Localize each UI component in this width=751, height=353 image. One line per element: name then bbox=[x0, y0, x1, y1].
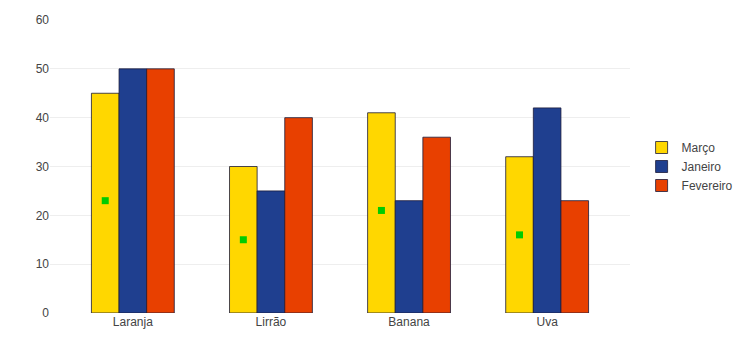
svg-text:0: 0 bbox=[42, 306, 49, 320]
svg-text:30: 30 bbox=[36, 160, 50, 174]
svg-text:Fevereiro: Fevereiro bbox=[682, 179, 733, 193]
svg-text:Banana: Banana bbox=[388, 315, 430, 329]
svg-text:Março: Março bbox=[682, 141, 716, 155]
svg-text:Laranja: Laranja bbox=[113, 315, 153, 329]
svg-text:40: 40 bbox=[36, 111, 50, 125]
svg-text:60: 60 bbox=[36, 13, 50, 27]
svg-text:20: 20 bbox=[36, 209, 50, 223]
svg-text:Janeiro: Janeiro bbox=[682, 160, 722, 174]
svg-text:50: 50 bbox=[36, 62, 50, 76]
svg-text:Uva: Uva bbox=[536, 315, 558, 329]
svg-text:10: 10 bbox=[36, 257, 50, 271]
svg-text:Lirrão: Lirrão bbox=[256, 315, 287, 329]
